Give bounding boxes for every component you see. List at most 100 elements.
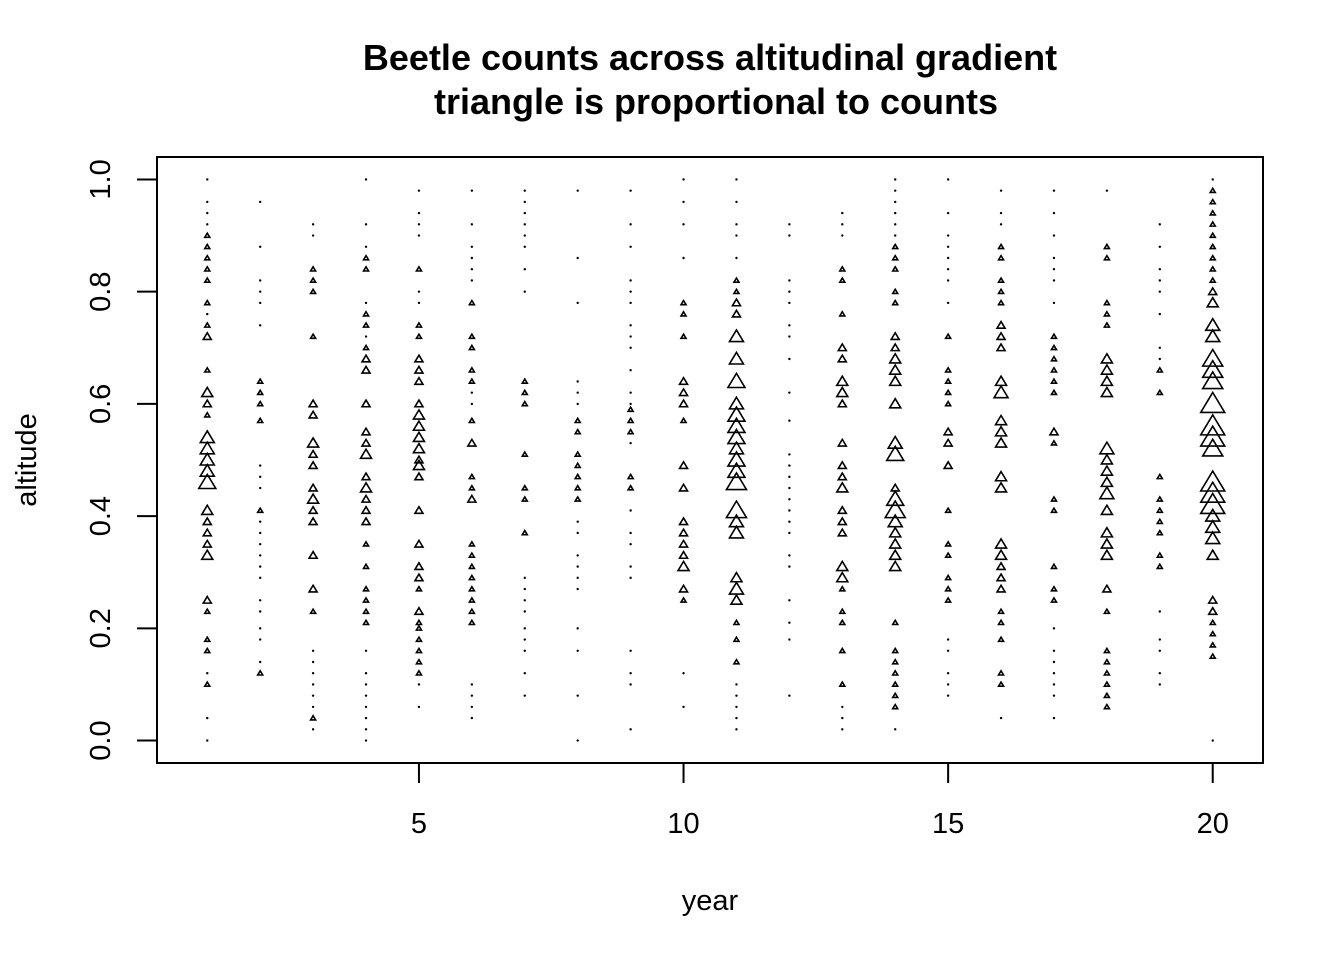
data-point — [576, 565, 579, 568]
data-point — [942, 460, 954, 470]
data-point — [576, 520, 579, 523]
data-point — [1099, 526, 1114, 538]
data-point — [629, 369, 632, 372]
data-point — [888, 537, 903, 549]
data-point — [1201, 437, 1225, 457]
data-point — [629, 542, 632, 546]
data-point — [203, 276, 212, 284]
data-point — [735, 256, 738, 260]
data-point — [203, 366, 212, 373]
data-point — [1102, 680, 1111, 688]
data-point — [1052, 627, 1056, 630]
data-point — [200, 503, 215, 516]
data-point — [838, 646, 847, 654]
data-point — [309, 276, 318, 284]
y-axis: 0.0 0.2 0.4 0.6 0.8 1.0 — [85, 159, 158, 761]
data-point — [360, 353, 372, 363]
data-point — [576, 627, 579, 630]
data-point — [1050, 377, 1058, 385]
data-point — [307, 516, 319, 526]
data-point — [735, 683, 738, 686]
data-point — [1050, 585, 1058, 592]
data-point — [1099, 385, 1114, 398]
data-point — [678, 387, 689, 397]
data-point — [835, 559, 850, 572]
data-point — [891, 658, 900, 665]
data-point — [629, 441, 632, 445]
data-point — [523, 211, 526, 215]
data-point — [412, 458, 426, 471]
data-point — [364, 245, 368, 248]
data-point — [735, 716, 738, 720]
data-point — [788, 290, 791, 293]
data-point — [626, 416, 635, 424]
data-point — [576, 739, 579, 742]
data-point — [1102, 607, 1111, 615]
data-point — [467, 585, 476, 592]
data-point — [362, 310, 370, 317]
data-point — [995, 561, 1007, 571]
data-point — [891, 669, 900, 676]
data-point — [1098, 485, 1116, 500]
data-point — [1102, 646, 1111, 654]
data-point — [415, 585, 423, 592]
data-point — [1099, 374, 1114, 387]
data-point — [576, 694, 579, 697]
data-point — [999, 716, 1003, 720]
data-point — [311, 660, 315, 664]
data-point — [944, 551, 953, 558]
data-point — [997, 298, 1005, 306]
data-point — [726, 461, 747, 479]
data-point — [788, 234, 791, 237]
data-point — [1208, 220, 1217, 227]
data-point — [523, 223, 526, 226]
data-point — [735, 694, 738, 697]
data-point — [788, 531, 791, 535]
data-point — [306, 492, 321, 504]
data-point — [678, 376, 689, 386]
data-point — [206, 716, 209, 720]
data-point — [788, 357, 791, 361]
data-point — [523, 587, 526, 591]
data-point — [994, 481, 1008, 493]
data-point — [1158, 346, 1162, 349]
data-point — [732, 635, 741, 643]
data-point — [413, 398, 425, 408]
data-point — [886, 434, 904, 449]
data-point — [203, 411, 212, 418]
data-point — [1050, 495, 1058, 502]
data-point — [523, 672, 526, 675]
data-point — [1201, 370, 1225, 390]
data-point — [415, 265, 423, 272]
data-point — [946, 256, 950, 260]
data-point — [258, 638, 262, 641]
data-point — [467, 540, 476, 547]
data-point — [412, 442, 426, 454]
data-point — [1207, 594, 1219, 604]
data-point — [576, 587, 579, 591]
data-point — [417, 301, 421, 305]
data-point — [732, 287, 741, 295]
data-point — [470, 391, 474, 394]
data-point — [992, 384, 1010, 399]
data-point — [788, 335, 791, 338]
data-point — [997, 276, 1005, 284]
data-point — [258, 245, 262, 248]
data-point — [836, 342, 848, 352]
data-point — [1052, 649, 1056, 652]
data-point — [520, 450, 529, 457]
data-point — [470, 245, 474, 248]
data-point — [309, 714, 318, 721]
data-point — [523, 290, 526, 293]
data-point — [200, 385, 215, 398]
data-point — [891, 242, 900, 250]
data-point — [201, 527, 213, 537]
data-point — [886, 513, 904, 528]
data-point — [1052, 256, 1056, 260]
data-point — [889, 342, 901, 352]
data-point — [841, 705, 844, 709]
data-point — [413, 353, 425, 363]
data-point — [364, 223, 368, 226]
data-point — [728, 395, 745, 410]
data-point — [1052, 279, 1056, 282]
